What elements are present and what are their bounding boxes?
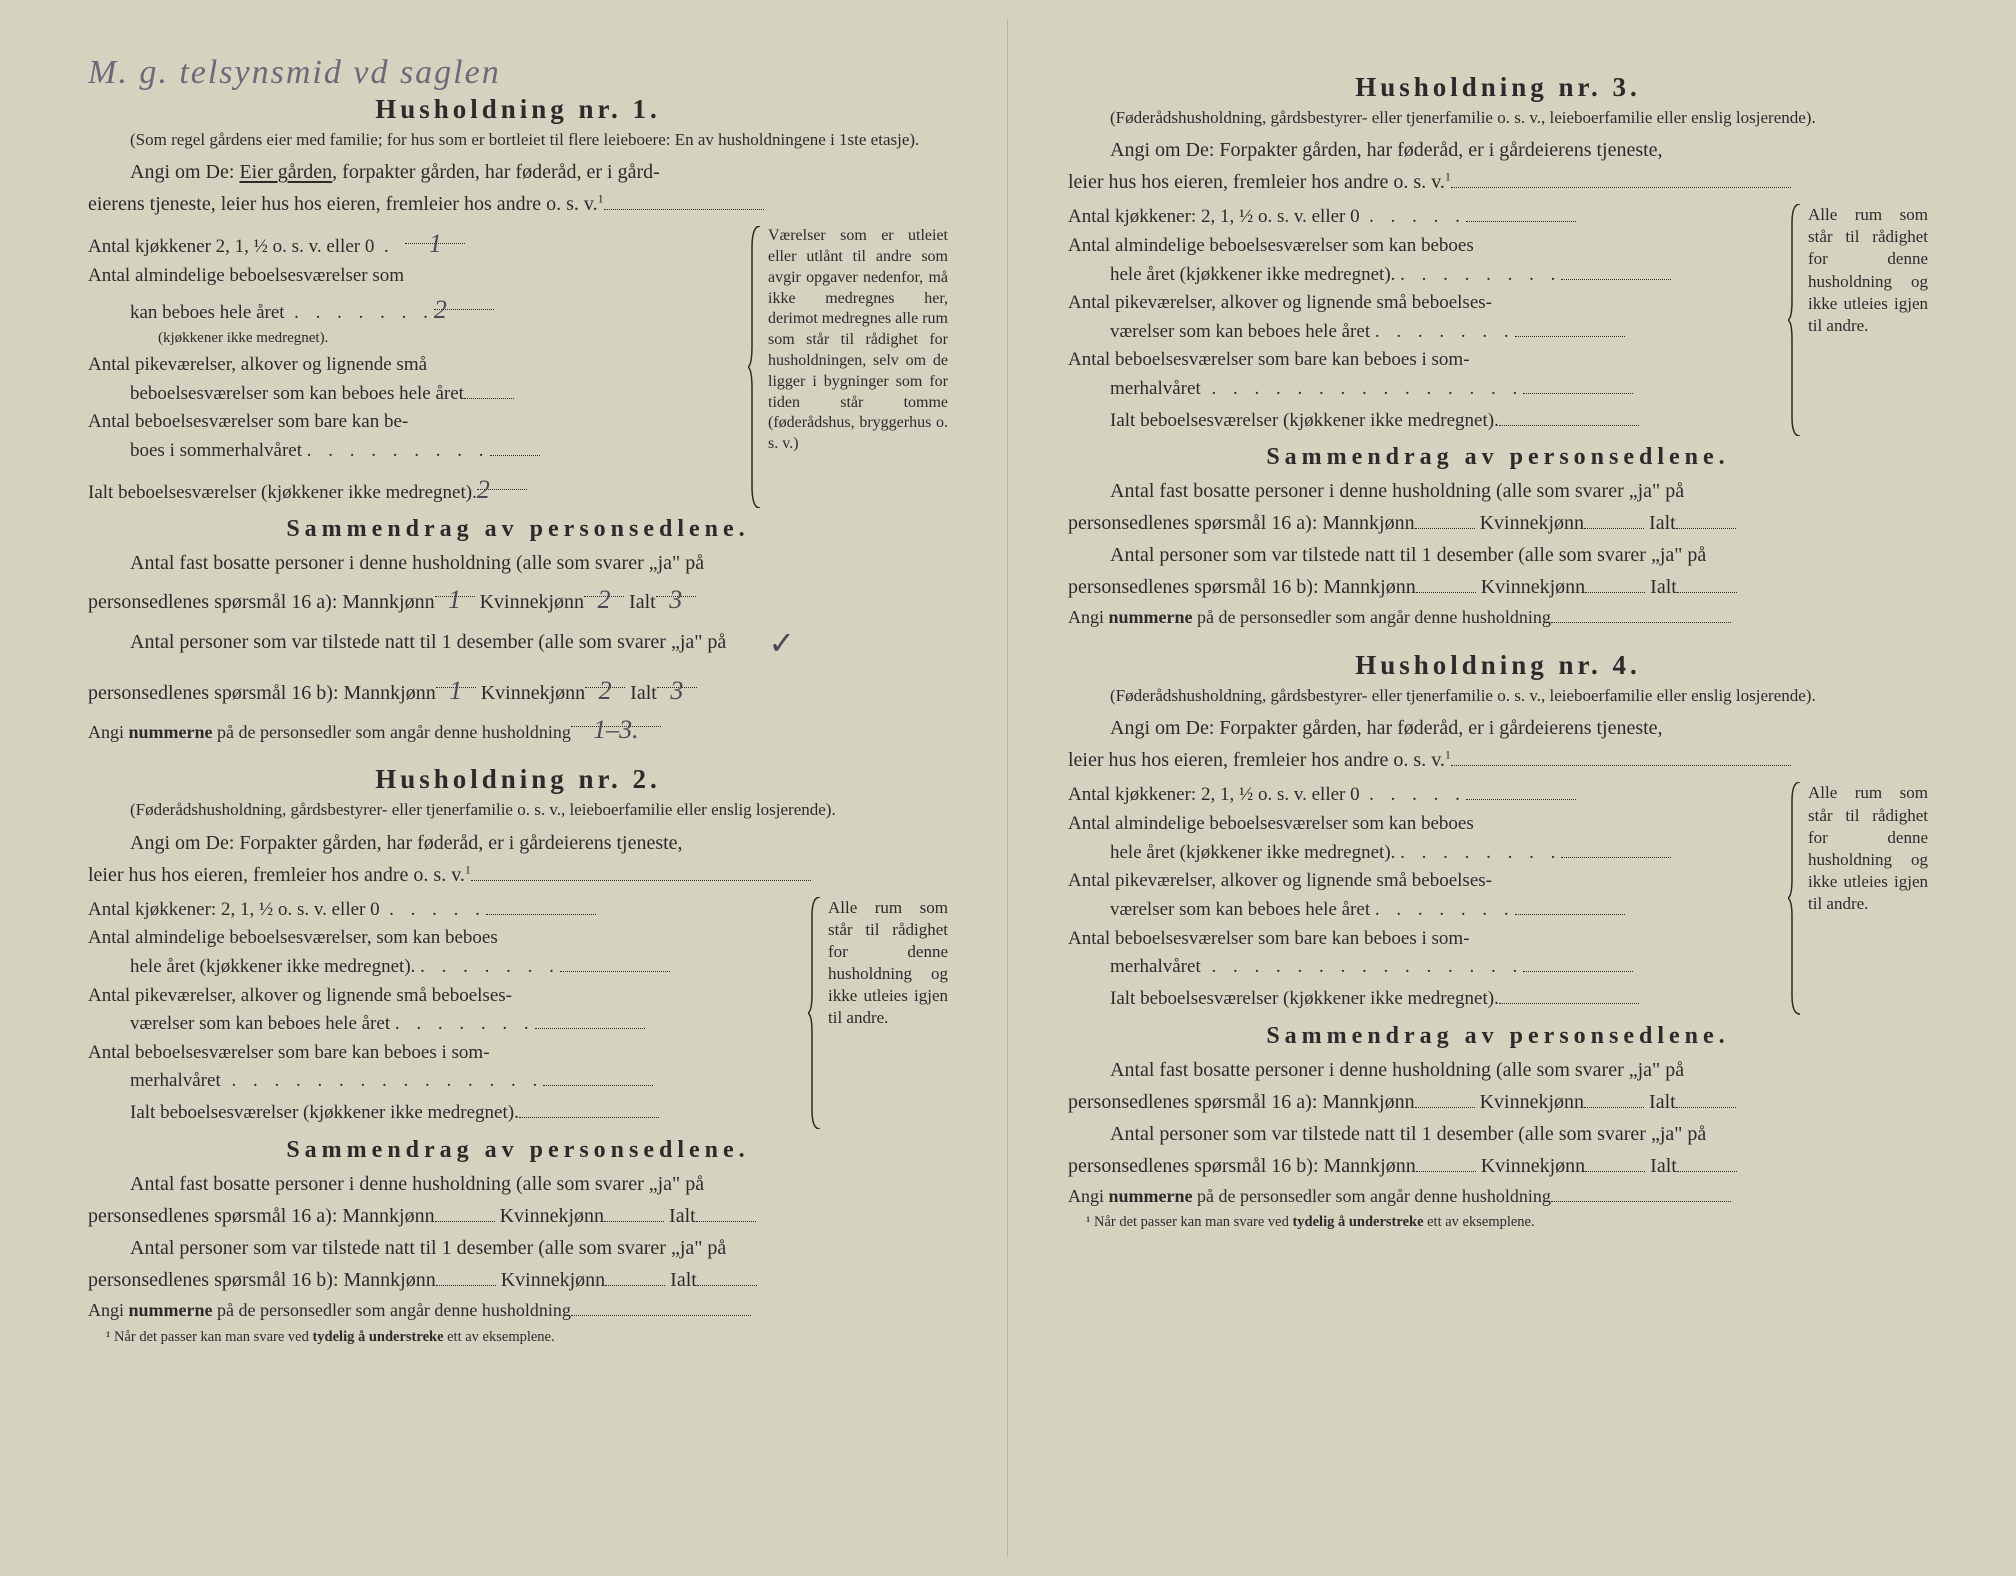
h3-q1: Antal kjøkkener: 2, 1, ½ o. s. v. eller …	[1068, 204, 1774, 230]
h4-side-note: Alle rum som står til rådighet for denne…	[1788, 782, 1928, 1014]
h4-samm-l3: Antal personer som var tilstede natt til…	[1068, 1118, 1928, 1150]
h2-samm-title: Sammendrag av personsedlene.	[88, 1137, 948, 1164]
h2-q4b: merhalvåret . . . . . . . . . . . . . . …	[88, 1068, 794, 1094]
h4-samm-l4: personsedlenes spørsmål 16 b): Mannkjønn…	[1068, 1150, 1928, 1182]
h2-q3a: Antal pikeværelser, alkover og lignende …	[88, 983, 794, 1009]
h2-angi-l2: leier hus hos eieren, fremleier hos andr…	[88, 859, 948, 891]
h3-samm-l4: personsedlenes spørsmål 16 b): Mannkjønn…	[1068, 571, 1928, 603]
h2-q2a: Antal almindelige beboelsesværelser, som…	[88, 925, 794, 951]
h1-samm-l4: personsedlenes spørsmål 16 b): Mannkjønn…	[88, 670, 948, 709]
h1-questions-block: Antal kjøkkener 2, 1, ½ o. s. v. eller 0…	[88, 226, 948, 508]
h1-title: Husholdning nr. 1.	[88, 94, 948, 125]
h1-samm-l1: Antal fast bosatte personer i denne hush…	[88, 547, 948, 579]
h2-title: Husholdning nr. 2.	[88, 764, 948, 795]
h3-ialt: Ialt beboelsesværelser (kjøkkener ikke m…	[1068, 408, 1774, 434]
h2-samm-l3: Antal personer som var tilstede natt til…	[88, 1232, 948, 1264]
section-husholdning-1: Husholdning nr. 1. (Som regel gårdens ei…	[88, 94, 948, 746]
h4-subtitle: (Føderådshusholdning, gårdsbestyrer- ell…	[1068, 685, 1928, 706]
h1-q3a: Antal pikeværelser, alkover og lignende …	[88, 352, 734, 378]
page-right: Husholdning nr. 3. (Føderådshusholdning,…	[1008, 20, 1996, 1556]
h3-q2b: hele året (kjøkkener ikke medregnet). . …	[1068, 262, 1774, 288]
h1-subtitle: (Som regel gårdens eier med familie; for…	[88, 129, 948, 150]
h2-samm-l4: personsedlenes spørsmål 16 b): Mannkjønn…	[88, 1264, 948, 1296]
h3-angi-l1: Angi om De: Forpakter gården, har føderå…	[1068, 134, 1928, 166]
page-left: M. g. telsynsmid vd saglen Husholdning n…	[20, 20, 1008, 1556]
h3-questions-block: Antal kjøkkener: 2, 1, ½ o. s. v. eller …	[1068, 204, 1928, 436]
h3-samm-l1: Antal fast bosatte personer i denne hush…	[1068, 475, 1928, 507]
h2-q2b: hele året (kjøkkener ikke medregnet). . …	[88, 954, 794, 980]
h4-angi-l2: leier hus hos eieren, fremleier hos andr…	[1068, 744, 1928, 776]
h3-q3b: værelser som kan beboes hele året . . . …	[1068, 319, 1774, 345]
h3-samm-l2: personsedlenes spørsmål 16 a): Mannkjønn…	[1068, 507, 1928, 539]
section-husholdning-3: Husholdning nr. 3. (Føderådshusholdning,…	[1068, 72, 1928, 632]
h2-ialt: Ialt beboelsesværelser (kjøkkener ikke m…	[88, 1100, 794, 1126]
h4-q3b: værelser som kan beboes hele året . . . …	[1068, 897, 1774, 923]
h4-ialt: Ialt beboelsesværelser (kjøkkener ikke m…	[1068, 986, 1774, 1012]
h2-numm: Angi nummerne på de personsedler som ang…	[88, 1296, 948, 1325]
h1-side-note: Værelser som er utleiet eller utlånt til…	[748, 226, 948, 508]
h4-numm: Angi nummerne på de personsedler som ang…	[1068, 1182, 1928, 1211]
h4-samm-title: Sammendrag av personsedlene.	[1068, 1023, 1928, 1050]
h3-subtitle: (Føderådshusholdning, gårdsbestyrer- ell…	[1068, 107, 1928, 128]
h2-samm-l1: Antal fast bosatte personer i denne hush…	[88, 1168, 948, 1200]
section-husholdning-2: Husholdning nr. 2. (Føderådshusholdning,…	[88, 764, 948, 1345]
h3-samm-l3: Antal personer som var tilstede natt til…	[1068, 539, 1928, 571]
h1-q2b: kan beboes hele året . . . . . . .2	[88, 292, 734, 326]
h3-q2a: Antal almindelige beboelsesværelser som …	[1068, 233, 1774, 259]
h1-q2c: (kjøkkener ikke medregnet).	[88, 328, 734, 349]
h2-questions-block: Antal kjøkkener: 2, 1, ½ o. s. v. eller …	[88, 897, 948, 1129]
h4-q4a: Antal beboelsesværelser som bare kan beb…	[1068, 926, 1774, 952]
h2-samm-l2: personsedlenes spørsmål 16 a): Mannkjønn…	[88, 1200, 948, 1232]
document-spread: M. g. telsynsmid vd saglen Husholdning n…	[20, 20, 1996, 1556]
h4-samm-l1: Antal fast bosatte personer i denne hush…	[1068, 1054, 1928, 1086]
h1-ialt: Ialt beboelsesværelser (kjøkkener ikke m…	[88, 472, 734, 506]
h4-questions-block: Antal kjøkkener: 2, 1, ½ o. s. v. eller …	[1068, 782, 1928, 1014]
h2-q1: Antal kjøkkener: 2, 1, ½ o. s. v. eller …	[88, 897, 794, 923]
h2-q3b: værelser som kan beboes hele året . . . …	[88, 1011, 794, 1037]
h3-samm-title: Sammendrag av personsedlene.	[1068, 444, 1928, 471]
h1-q3b: beboelsesværelser som kan beboes hele år…	[88, 381, 734, 407]
h3-q4b: merhalvåret . . . . . . . . . . . . . . …	[1068, 376, 1774, 402]
h3-angi-l2: leier hus hos eieren, fremleier hos andr…	[1068, 166, 1928, 198]
h4-q3a: Antal pikeværelser, alkover og lignende …	[1068, 868, 1774, 894]
h4-q2b: hele året (kjøkkener ikke medregnet). . …	[1068, 840, 1774, 866]
h1-samm-l3: Antal personer som var tilstede natt til…	[88, 618, 948, 669]
h4-samm-l2: personsedlenes spørsmål 16 a): Mannkjønn…	[1068, 1086, 1928, 1118]
h3-side-note: Alle rum som står til rådighet for denne…	[1788, 204, 1928, 436]
h1-q4b: boes i sommerhalvåret . . . . . . . . .	[88, 438, 734, 464]
h4-q2a: Antal almindelige beboelsesværelser som …	[1068, 811, 1774, 837]
h2-side-note: Alle rum som står til rådighet for denne…	[808, 897, 948, 1129]
h1-q2a: Antal almindelige beboelsesværelser som	[88, 263, 734, 289]
h2-footnote: ¹ Når det passer kan man svare ved tydel…	[88, 1329, 948, 1346]
h4-footnote: ¹ Når det passer kan man svare ved tydel…	[1068, 1214, 1928, 1231]
h3-q3a: Antal pikeværelser, alkover og lignende …	[1068, 290, 1774, 316]
h1-samm-title: Sammendrag av personsedlene.	[88, 516, 948, 543]
handwriting-header: M. g. telsynsmid vd saglen	[88, 54, 948, 92]
h1-numm: Angi nummerne på de personsedler som ang…	[88, 709, 948, 747]
h1-angi-line1: Angi om De: Eier gården, forpakter gårde…	[88, 156, 948, 188]
h1-q1: Antal kjøkkener 2, 1, ½ o. s. v. eller 0…	[88, 226, 734, 260]
h2-q4a: Antal beboelsesværelser som bare kan beb…	[88, 1040, 794, 1066]
h3-q4a: Antal beboelsesværelser som bare kan beb…	[1068, 347, 1774, 373]
h2-subtitle: (Føderådshusholdning, gårdsbestyrer- ell…	[88, 799, 948, 820]
section-husholdning-4: Husholdning nr. 4. (Føderådshusholdning,…	[1068, 650, 1928, 1231]
h4-angi-l1: Angi om De: Forpakter gården, har føderå…	[1068, 712, 1928, 744]
h1-q4a: Antal beboelsesværelser som bare kan be-	[88, 409, 734, 435]
h3-title: Husholdning nr. 3.	[1068, 72, 1928, 103]
h2-angi-l1: Angi om De: Forpakter gården, har føderå…	[88, 827, 948, 859]
h4-q4b: merhalvåret . . . . . . . . . . . . . . …	[1068, 954, 1774, 980]
h1-angi-line2: eierens tjeneste, leier hus hos eieren, …	[88, 188, 948, 220]
h4-q1: Antal kjøkkener: 2, 1, ½ o. s. v. eller …	[1068, 782, 1774, 808]
h1-samm-l2: personsedlenes spørsmål 16 a): Mannkjønn…	[88, 579, 948, 618]
h3-numm: Angi nummerne på de personsedler som ang…	[1068, 603, 1928, 632]
h4-title: Husholdning nr. 4.	[1068, 650, 1928, 681]
